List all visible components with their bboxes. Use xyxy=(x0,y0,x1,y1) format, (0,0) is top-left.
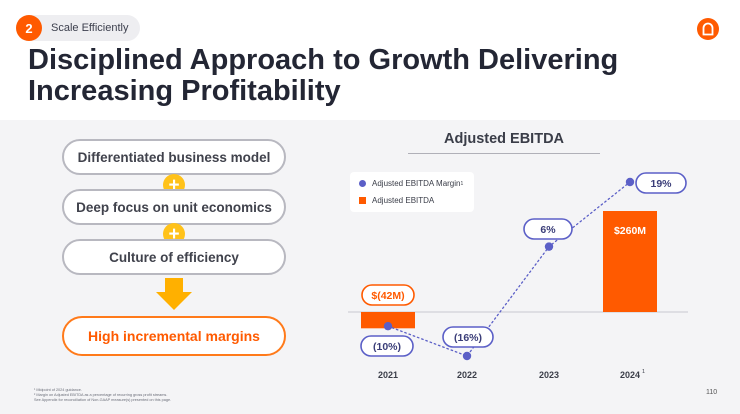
section-label: Scale Efficiently xyxy=(51,22,129,34)
bar-ebitda-2021 xyxy=(361,312,415,329)
page-title: Disciplined Approach to Growth Deliverin… xyxy=(28,44,619,107)
x-tick-superscript-2024: 1 xyxy=(642,369,645,375)
footnote: See Appendix for reconciliation of Non-G… xyxy=(34,398,172,403)
chart-legend: Adjusted EBITDA Margin 1 Adjusted EBITDA xyxy=(350,172,474,212)
legend-square-icon xyxy=(359,197,366,204)
chart-title: Adjusted EBITDA xyxy=(443,131,565,147)
data-label-ebitda-2021-box xyxy=(361,284,415,306)
section-number: 2 xyxy=(16,15,42,41)
section-badge: 2 Scale Efficiently xyxy=(16,15,141,41)
data-label-margin-2022: (16%) xyxy=(454,332,482,344)
data-label-ebitda-2024: $260M xyxy=(614,225,646,237)
data-label-margin-2021: (10%) xyxy=(373,341,401,353)
bar-ebitda-2024 xyxy=(603,211,657,312)
x-tick-label-2022: 2022 xyxy=(457,370,477,380)
margin-point-2024 xyxy=(625,177,635,187)
legend-superscript: 1 xyxy=(460,180,464,187)
legend-dot-icon xyxy=(359,180,366,187)
footnote: ² Margin on Adjusted EBITDA as a percent… xyxy=(34,393,168,398)
footnotes: ¹ Midpoint of 2024 guidance. ² Margin on… xyxy=(34,388,454,404)
footnote: ¹ Midpoint of 2024 guidance. xyxy=(34,388,82,392)
x-tick-label-2023: 2023 xyxy=(539,370,559,380)
page-number: 110 xyxy=(706,389,718,396)
flow-step-unit-economics: Deep focus on unit economics xyxy=(62,189,286,225)
x-tick-label-2024: 2024 xyxy=(620,370,640,380)
legend-label-margin: Adjusted EBITDA Margin xyxy=(372,179,461,188)
flow-result: High incremental margins xyxy=(62,316,286,356)
data-label-margin-2021-box xyxy=(360,335,414,357)
margin-line xyxy=(387,181,631,357)
data-label-margin-2024: 19% xyxy=(650,178,672,190)
x-tick-label-2021: 2021 xyxy=(378,370,398,380)
margin-point-2022 xyxy=(462,351,472,361)
data-label-margin-2023: 6% xyxy=(540,224,556,236)
legend-item-margin: Adjusted EBITDA Margin 1 xyxy=(359,179,463,188)
data-label-ebitda-2021: $(42M) xyxy=(371,290,404,302)
legend-label-ebitda: Adjusted EBITDA xyxy=(372,196,435,205)
margin-point-2021 xyxy=(383,321,393,331)
data-label-margin-2022-box xyxy=(442,326,494,348)
arrow-down-icon xyxy=(156,278,192,310)
data-label-margin-2024-box xyxy=(635,172,687,194)
legend-item-ebitda: Adjusted EBITDA xyxy=(359,196,434,205)
data-label-margin-2023-box xyxy=(523,218,573,240)
flow-step-business-model: Differentiated business model xyxy=(62,139,286,175)
chart-title-divider xyxy=(408,153,600,154)
company-logo-icon xyxy=(697,18,719,40)
flow-step-efficiency: Culture of efficiency xyxy=(62,239,286,275)
margin-point-2023 xyxy=(544,242,554,251)
